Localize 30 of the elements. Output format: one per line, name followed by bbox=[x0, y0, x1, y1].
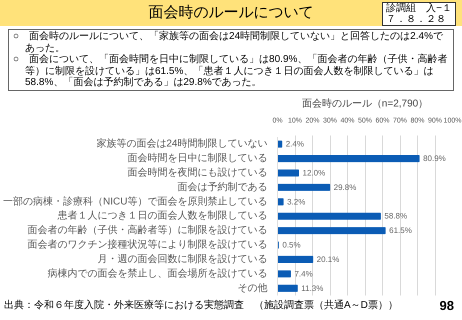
y-tick-label: 面会時間を夜間にも設けている bbox=[128, 166, 268, 178]
y-tick-label: 家族等の面会は24時間制限していない bbox=[96, 138, 268, 150]
data-label: 58.8% bbox=[384, 212, 408, 221]
data-label: 11.3% bbox=[301, 284, 324, 293]
y-tick-label: 面会時間を日中に制限している bbox=[128, 152, 268, 164]
data-label: 80.9% bbox=[423, 154, 446, 164]
text: ○ 面会時のルールについて、「家族等の面会は24時間制限していない」と回答したのは2.4%であった。 bbox=[13, 31, 444, 54]
text: 診調組 入−１ bbox=[386, 3, 452, 14]
data-label: 20.1% bbox=[316, 254, 340, 264]
data-label: 12.0% bbox=[302, 168, 326, 178]
data-label: 29.8% bbox=[334, 182, 356, 192]
y-tick-label: 患者１人につき１日の面会人数を制限している bbox=[56, 210, 268, 222]
chart-subtitle: 面会時のルール（n=2,790） bbox=[302, 98, 428, 110]
y-tick-label: 面会者のワクチン接種状況等により制限を設けている bbox=[28, 238, 268, 251]
data-label: 2.4% bbox=[286, 140, 304, 149]
text: 98 bbox=[440, 297, 454, 315]
y-tick-label: 月・週の面会回数に制限を設けている bbox=[98, 252, 268, 265]
y-tick-label: 面会者の年齢（子供・高齢者等）に制限を設けている bbox=[28, 224, 268, 236]
source-note: 出典：令和６年度入院・外来医療等における実態調査 （施設調査票（共通A～D票）） bbox=[4, 299, 398, 313]
data-label: 7.4% bbox=[294, 269, 313, 278]
y-tick-label: 面会は予約制である bbox=[178, 180, 268, 193]
data-label: 61.5% bbox=[389, 226, 412, 236]
text: ７．８．２８ bbox=[386, 14, 446, 25]
data-label: 3.2% bbox=[287, 197, 306, 206]
y-tick-label: その他 bbox=[238, 282, 268, 294]
chart-title: 面会時のルールについて bbox=[148, 4, 314, 21]
data-label: 0.5% bbox=[282, 240, 301, 250]
y-tick-label: 病棟内での面会を禁止し、面会場所を設けている bbox=[48, 267, 268, 280]
text: ○ 面会について、「面会時間を日中に制限している」は80.9%、「面会者の年齢（子供・高齢者等）に制限を設けている」は61.5%、「患者１人につき１日の面会人数を制限している」は58.8%、「面会は予約制である」は29.8%であった。 bbox=[13, 54, 448, 88]
y-tick-label: 一部の病棟・診療科（NICU等）で面会を原則禁止している bbox=[3, 195, 268, 208]
